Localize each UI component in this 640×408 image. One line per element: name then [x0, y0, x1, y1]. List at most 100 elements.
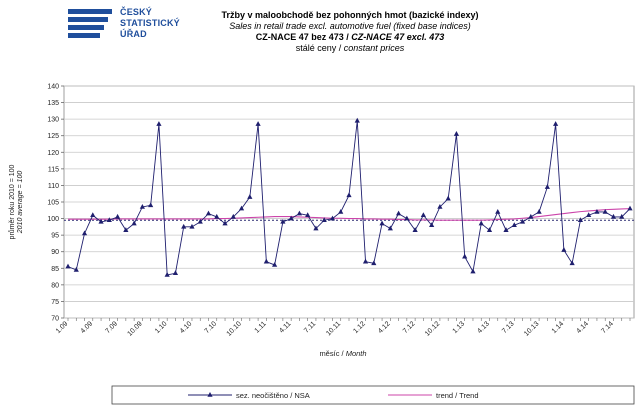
nsa-marker — [544, 184, 550, 189]
y-axis-label-cz: průměr roku 2010 = 100 — [8, 164, 16, 239]
x-tick-label: 7.12 — [402, 320, 417, 335]
legend-box — [111, 385, 635, 405]
x-tick-label: 7.14 — [600, 320, 615, 335]
nsa-marker — [586, 212, 592, 218]
x-tick-label: 7.10 — [204, 320, 219, 335]
nsa-marker — [272, 261, 278, 267]
nsa-marker — [172, 270, 179, 276]
chart-header: Tržby v maloobchodě bez pohonných hmot (… — [150, 10, 550, 54]
x-tick-label: 4.13 — [476, 320, 491, 335]
nsa-marker — [478, 220, 484, 226]
legend: sez. neočištěno / NSA trend / Trend — [111, 385, 635, 405]
y-tick-label: 90 — [51, 249, 59, 256]
y-tick-label: 75 — [51, 299, 59, 306]
nsa-marker — [528, 213, 534, 219]
nsa-marker — [627, 205, 633, 211]
nsa-marker — [404, 215, 410, 221]
nsa-marker — [577, 217, 584, 223]
nsa-marker — [569, 260, 575, 266]
nsa-marker — [470, 268, 476, 274]
nsa-marker — [247, 194, 253, 199]
x-tick-label: 4.09 — [80, 320, 95, 335]
x-tick-label: 4.10 — [179, 320, 194, 335]
x-tick-label: 1.14 — [551, 320, 566, 335]
y-tick-label: 120 — [47, 150, 59, 157]
nsa-marker — [412, 227, 418, 232]
nsa-marker — [65, 263, 71, 269]
nsa-marker — [387, 225, 393, 231]
nsa-marker — [486, 227, 493, 232]
nsa-marker — [503, 227, 509, 232]
nsa-marker — [222, 220, 228, 226]
x-tick-label: 4.14 — [576, 320, 591, 335]
logo-stripe — [68, 9, 112, 14]
nsa-marker — [321, 217, 327, 223]
nsa-marker — [519, 218, 526, 224]
nsa-marker — [313, 225, 319, 231]
nsa-marker — [106, 217, 112, 223]
nsa-marker — [90, 212, 96, 218]
x-tick-label: 4.12 — [377, 320, 392, 335]
y-tick-label: 95 — [51, 233, 59, 240]
nsa-marker — [594, 208, 600, 214]
nsa-marker — [511, 222, 517, 227]
nsa-marker — [148, 202, 154, 208]
logo-stripe — [68, 33, 100, 38]
nsa-marker — [263, 258, 269, 264]
nsa-marker — [619, 213, 625, 219]
x-tick-label: 10.12 — [424, 320, 441, 337]
nsa-marker — [346, 192, 352, 198]
prices-cz: stálé ceny — [295, 43, 337, 53]
nsa-marker — [429, 222, 435, 227]
logo-text: ČESKÝ STATISTICKÝ ÚŘAD — [120, 7, 180, 40]
nsa-marker — [214, 213, 220, 219]
nsa-marker — [255, 121, 261, 126]
nsa-marker — [462, 253, 468, 259]
axis-labels: průměr roku 2010 = 100 2010 average = 100… — [8, 164, 367, 358]
nsa-marker — [602, 208, 608, 214]
nsa-marker — [371, 260, 377, 266]
code-en: CZ-NACE 47 excl. 473 — [351, 32, 445, 42]
y-tick-label: 130 — [47, 117, 59, 124]
x-axis: 1.09 4.09 7.09 10.09 1.10 4.10 7.10 10.10 1.11 4.… — [55, 318, 631, 338]
y-tick-label: 135 — [47, 100, 59, 107]
nsa-marker — [205, 210, 212, 216]
y-axis-label-en: 2010 average = 100 — [17, 171, 24, 235]
trend-line — [68, 208, 631, 221]
nsa-marker — [338, 208, 344, 214]
y-tick-label: 100 — [47, 216, 59, 223]
series-layer — [64, 117, 634, 277]
nsa-marker — [305, 212, 311, 218]
logo-line1: ČESKÝ — [120, 7, 153, 17]
x-tick-label: 7.11 — [303, 320, 317, 334]
nsa-marker — [553, 121, 559, 126]
y-tick-label: 125 — [47, 133, 59, 140]
x-tick-label: 1.12 — [352, 320, 367, 335]
nsa-marker — [362, 258, 369, 264]
nsa-marker — [296, 210, 303, 216]
prices-line: stálé ceny / constant prices — [295, 43, 405, 53]
legend-trend-label: trend / Trend — [436, 391, 479, 400]
nsa-marker — [139, 203, 145, 209]
nsa-marker — [197, 218, 203, 224]
y-tick-label: 85 — [51, 266, 59, 273]
nsa-marker — [379, 220, 385, 226]
grid — [63, 85, 635, 319]
y-tick-label: 115 — [48, 166, 59, 173]
y-tick-label: 140 — [47, 84, 59, 91]
nsa-marker — [81, 230, 88, 236]
nsa-marker — [156, 121, 162, 126]
nsa-marker — [114, 213, 121, 219]
nsa-marker — [230, 213, 236, 219]
x-tick-label: 1.11 — [254, 320, 268, 334]
nsa-marker — [354, 117, 360, 123]
nsa-marker — [288, 215, 294, 221]
nsa-marker — [536, 208, 542, 214]
x-axis-label: měsíc / Month — [319, 349, 366, 358]
nsa-marker — [610, 213, 617, 219]
nsa-marker — [453, 131, 460, 136]
nsa-marker — [98, 218, 104, 224]
legend-nsa-marker — [207, 392, 213, 397]
x-tick-label: 4.11 — [278, 320, 292, 334]
